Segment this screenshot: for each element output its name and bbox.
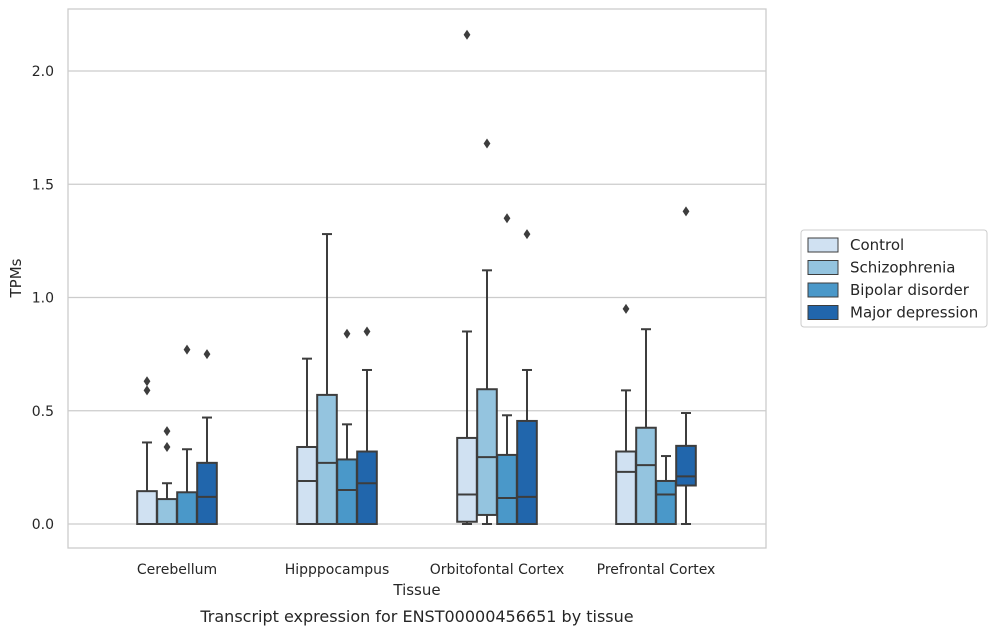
legend-frame [800,229,988,328]
legend-label: Major depression [850,304,978,322]
box-iqr [296,445,318,525]
box-bipolar-disorder [655,455,677,525]
boxplot-marks [136,29,697,526]
box-iqr [196,461,218,525]
y-tick-label: 1.0 [32,291,54,307]
legend-swatch [807,282,839,298]
chart-caption: Transcript expression for ENST0000045665… [199,607,633,626]
outlier-point [183,344,191,355]
box-iqr [476,388,498,516]
box-schizophrenia [316,233,338,525]
box-major-depression [675,206,697,525]
outlier-point [463,29,471,40]
box-iqr [516,419,538,526]
outlier-point [203,349,211,360]
outlier-point [343,328,351,339]
outlier-point [143,376,151,387]
outlier-point [682,206,690,217]
box-control [615,303,637,525]
box-bipolar-disorder [336,328,358,526]
outlier-point [143,385,151,396]
x-tick-label: Cerebellum [137,562,217,578]
legend-swatch [807,305,839,320]
y-tick-labels: 0.0 0.5 1.0 1.5 2.0 [32,64,54,533]
box-iqr [635,426,657,525]
box-control [456,29,478,525]
box-iqr [356,450,378,525]
box-schizophrenia [156,426,178,525]
x-tick-labels: Cerebellum Hipppocampus Orbitofontal Corte… [137,562,715,578]
legend-swatch [807,260,839,275]
box-bipolar-disorder [496,213,518,526]
box-iqr [655,479,677,525]
box-iqr [615,450,637,525]
y-tick-label: 0.0 [32,517,54,533]
box-iqr [156,498,178,525]
box-major-depression [196,349,218,525]
legend-label: Schizophrenia [850,259,955,277]
x-tick-label: Hipppocampus [285,562,390,578]
y-tick-label: 1.5 [32,177,54,193]
box-major-depression [356,326,378,525]
legend-label: Control [850,236,904,254]
box-iqr [496,453,518,526]
box-iqr [675,444,697,487]
outlier-point [503,213,511,224]
box-major-depression [516,229,538,526]
legend-items: Control Schizophrenia Bipolar disorder Majo… [807,236,978,322]
outlier-point [363,326,371,337]
legend: Control Schizophrenia Bipolar disorder Majo… [800,229,988,328]
legend-swatch [807,237,839,253]
outlier-point [622,303,630,314]
box-iqr [456,436,478,523]
box-schizophrenia [635,328,657,525]
y-axis-label: TPMs [7,258,25,298]
box-iqr [176,491,198,526]
outlier-point [523,229,531,240]
y-tick-label: 0.5 [32,404,54,420]
x-tick-label: Prefrontal Cortex [597,562,716,578]
legend-label: Bipolar disorder [850,281,970,299]
box-schizophrenia [476,138,498,525]
x-tick-label: Orbitofontal Cortex [430,562,565,578]
box-iqr [336,458,358,526]
outlier-point [163,426,171,437]
box-bipolar-disorder [176,344,198,526]
outlier-point [483,138,491,149]
outlier-point [163,441,171,452]
x-axis-label: Tissue [392,581,440,599]
box-control [296,357,318,525]
box-iqr [136,490,158,525]
box-iqr [316,393,338,525]
box-control [136,376,158,525]
plot-frame [67,8,767,549]
y-tick-label: 2.0 [32,64,54,80]
